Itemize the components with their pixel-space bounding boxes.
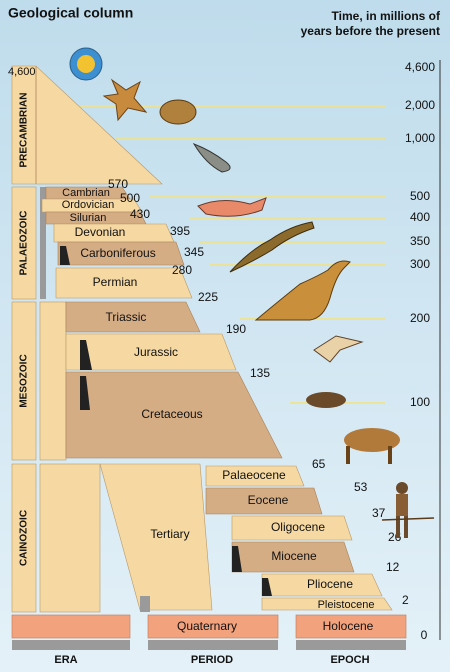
time-scale-label: 400 [410,210,430,224]
time-scale-label: 4,600 [405,60,435,74]
boundary-label: 430 [130,207,150,221]
period-label: Triassic [106,310,147,324]
boundary-label: 65 [312,457,326,471]
period-block [65,371,283,459]
top-left-label: 4,600 [8,66,36,78]
footer-label: EPOCH [330,654,369,666]
precambrian-block [11,65,163,185]
period-label: Devonian [75,225,126,239]
boundary-label: 225 [198,290,218,304]
era-block [11,301,37,461]
epoch-block [205,487,323,515]
boundary-label: 12 [386,560,400,574]
period-block [99,463,213,611]
period-column [39,463,101,613]
era-label: MESOZOIC [19,354,30,407]
period-label: Permian [93,275,138,289]
epoch-block [295,614,407,639]
period-column [39,301,67,461]
time-scale-label: 200 [410,311,430,325]
title: Geological column [8,5,133,21]
epoch-label: Pliocene [307,577,353,591]
shadow [232,546,242,572]
period-label: Quaternary [177,619,237,633]
shadow [60,246,70,265]
boundary-label: 190 [226,322,246,336]
era-block [11,614,131,639]
footer-label: PERIOD [191,654,233,666]
time-scale-label: 300 [410,257,430,271]
epoch-label: Eocene [248,493,289,507]
time-scale-label: 350 [410,234,430,248]
era-label: PALAEOZOIC [19,211,30,276]
period-block [55,267,193,299]
footer-bar [148,640,278,650]
period-label: Silurian [70,212,107,224]
time-scale-label: 100 [410,395,430,409]
boundary-label: 53 [354,480,368,494]
time-scale-label: 0 [421,628,428,642]
epoch-label: Holocene [323,619,374,633]
time-scale-label: 2,000 [405,98,435,112]
era-block [11,463,37,613]
period-block [57,241,185,266]
epoch-label: Oligocene [271,520,325,534]
time-scale-label: 500 [410,189,430,203]
illustrations [69,47,435,538]
boundary-label: 2 [402,593,409,607]
boundary-label: 395 [170,224,190,238]
era-label: PRECAMBRIAN [19,93,30,168]
epoch-block [231,515,353,541]
boundary-label: 135 [250,366,270,380]
epoch-label: Palaeocene [222,468,286,482]
era-block [11,186,37,300]
period-block [65,301,201,333]
time-label: years before the present [301,24,440,38]
boundary-label: 37 [372,506,386,520]
period-label: Ordovician [62,199,115,211]
footer-label: ERA [54,654,77,666]
epoch-label: Miocene [271,549,317,563]
epoch-label: Pleistocene [318,599,375,611]
boundary-label: 280 [172,263,192,277]
shadow [262,578,272,596]
period-label: Cambrian [62,187,110,199]
period-label: Tertiary [150,527,189,541]
period-block [147,614,279,639]
shadow [140,596,150,612]
boundary-label: 570 [108,177,128,191]
epoch-block [261,597,393,611]
shadow [80,340,92,370]
shadow [80,376,90,410]
period-block [41,198,143,213]
period-label: Jurassic [134,345,178,359]
era-label: CAINOZOIC [19,510,30,566]
period-label: Carboniferous [80,246,155,260]
shadow [40,187,46,299]
period-block [65,333,237,371]
time-scale-label: 1,000 [405,131,435,145]
time-label: Time, in millions of [332,9,441,23]
footer-bar [296,640,406,650]
boundary-label: 500 [120,191,140,205]
footer-bar [12,640,130,650]
period-label: Cretaceous [141,407,202,421]
epoch-block [205,465,305,487]
boundary-label: 345 [184,245,204,259]
